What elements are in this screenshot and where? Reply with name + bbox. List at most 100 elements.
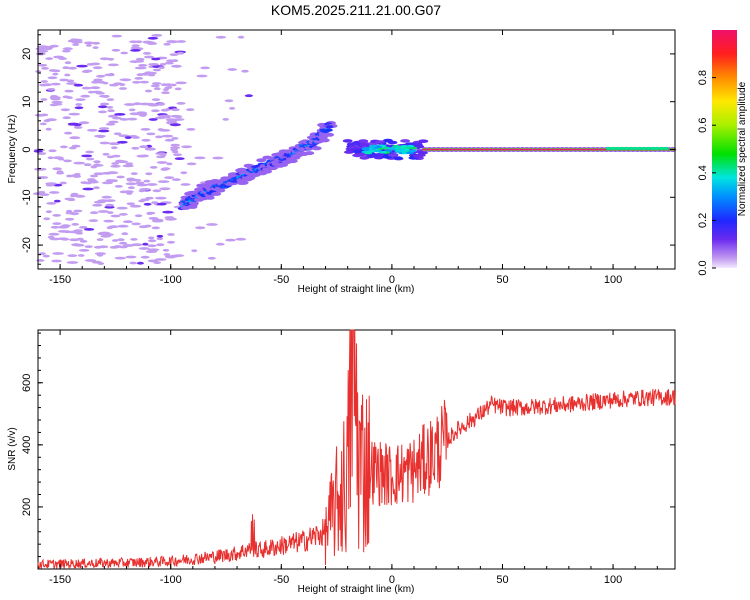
- heatmap-cell: [111, 48, 121, 52]
- heatmap-cell: [94, 163, 101, 167]
- heatmap-cell: [186, 127, 196, 131]
- heatmap-cell: [73, 161, 86, 165]
- heatmap-cell: [136, 154, 147, 158]
- heatmap-cell: [59, 145, 68, 149]
- heatmap-cells: [32, 34, 677, 265]
- heatmap-cell: [229, 107, 236, 110]
- heatmap-cell: [632, 146, 639, 151]
- heatmap-cell: [267, 166, 278, 171]
- heatmap-cell: [164, 176, 175, 180]
- heatmap-cell: [74, 195, 86, 198]
- heatmap-cell: [52, 167, 62, 171]
- heatmap-cell: [324, 128, 333, 132]
- heatmap-cell: [176, 102, 186, 105]
- heatmap-cell: [111, 239, 119, 242]
- y-tick-label: -10: [21, 189, 33, 205]
- heatmap-cell: [194, 226, 206, 230]
- x-tick-label: -150: [49, 574, 71, 586]
- heatmap-cell: [40, 113, 49, 117]
- heatmap-cell: [206, 223, 218, 226]
- heatmap-cell: [342, 139, 353, 143]
- heatmap-cell: [610, 146, 617, 151]
- heatmap-cell: [135, 59, 145, 63]
- heatmap-cell: [126, 178, 135, 182]
- heatmap-cell: [148, 63, 160, 66]
- heatmap-cell: [66, 82, 78, 85]
- heatmap-cell: [52, 214, 62, 217]
- heatmap-cell: [152, 189, 162, 193]
- x-tick-label: -150: [49, 274, 71, 286]
- heatmap-cell: [636, 146, 643, 151]
- heatmap-cell: [413, 154, 423, 159]
- heatmap-cell: [107, 109, 115, 113]
- heatmap-cell: [91, 62, 101, 66]
- heatmap-cell: [50, 225, 60, 229]
- heatmap-cell: [176, 40, 186, 43]
- heatmap-cell: [111, 34, 123, 38]
- heatmap-cell: [104, 205, 115, 209]
- heatmap-cell: [151, 226, 160, 230]
- heatmap-cell: [73, 83, 84, 87]
- heatmap-cell: [408, 149, 417, 153]
- heatmap-cell: [167, 233, 175, 236]
- heatmap-cell: [93, 200, 106, 204]
- heatmap-cell: [122, 164, 134, 168]
- heatmap-cell: [169, 53, 179, 56]
- heatmap-cell: [52, 72, 59, 76]
- heatmap-cell: [172, 65, 182, 68]
- heatmap-cell: [82, 187, 94, 191]
- heatmap-cell: [37, 152, 47, 155]
- heatmap-cell: [138, 247, 150, 250]
- heatmap-cell: [73, 173, 81, 176]
- heatmap-cell: [135, 181, 145, 185]
- heatmap-cell: [85, 157, 95, 161]
- heatmap-cell: [107, 57, 115, 61]
- heatmap-cell: [56, 171, 65, 175]
- heatmap-cell: [144, 71, 153, 75]
- heatmap-cell: [104, 233, 114, 237]
- heatmap-cell: [143, 179, 151, 183]
- heatmap-cell: [69, 212, 80, 216]
- heatmap-cell: [92, 46, 99, 49]
- heatmap-cell: [241, 69, 249, 73]
- heatmap-cell: [46, 202, 57, 205]
- spectrogram-y-axis-label: Frequency (Hz): [7, 115, 18, 184]
- heatmap-cell: [92, 66, 103, 70]
- heatmap-cell: [39, 122, 47, 126]
- heatmap-cell: [245, 175, 256, 180]
- heatmap-cell: [49, 44, 59, 48]
- colorbar-tick-label: 0.0: [697, 260, 709, 275]
- heatmap-cell: [110, 146, 118, 150]
- heatmap-cell: [50, 82, 61, 86]
- heatmap-cell: [119, 78, 132, 82]
- heatmap-cell: [324, 132, 335, 137]
- heatmap-cell: [151, 34, 163, 37]
- heatmap-cell: [139, 145, 149, 149]
- heatmap-cell: [136, 183, 149, 187]
- heatmap-cell: [97, 262, 105, 265]
- heatmap-cell: [68, 230, 81, 234]
- heatmap-cell: [116, 206, 128, 210]
- heatmap-cell: [41, 67, 49, 70]
- heatmap-cell: [189, 201, 199, 206]
- heatmap-cell: [161, 91, 170, 95]
- y-tick-label: 10: [21, 96, 33, 108]
- heatmap-cell: [131, 44, 140, 48]
- heatmap-cell: [45, 57, 54, 60]
- spectrogram-x-ticks: -150 -100 -50 0 50 100: [37, 30, 658, 286]
- y-tick-label: 20: [21, 48, 33, 60]
- heatmap-cell: [222, 118, 229, 121]
- colorbar-label: Normalized spectral amplitude: [737, 81, 748, 216]
- heatmap-cell: [132, 178, 142, 182]
- heatmap-cell: [368, 144, 377, 148]
- heatmap-cell: [207, 256, 216, 260]
- heatmap-cell: [368, 153, 379, 158]
- colorbar-tick-label: 0.4: [697, 165, 709, 180]
- heatmap-cell: [47, 88, 56, 91]
- colorbar-tick-label: 0.6: [697, 118, 709, 133]
- heatmap-cell: [158, 66, 165, 69]
- heatmap-cell: [130, 243, 143, 247]
- heatmap-cell: [166, 255, 176, 259]
- heatmap-cell: [118, 241, 128, 245]
